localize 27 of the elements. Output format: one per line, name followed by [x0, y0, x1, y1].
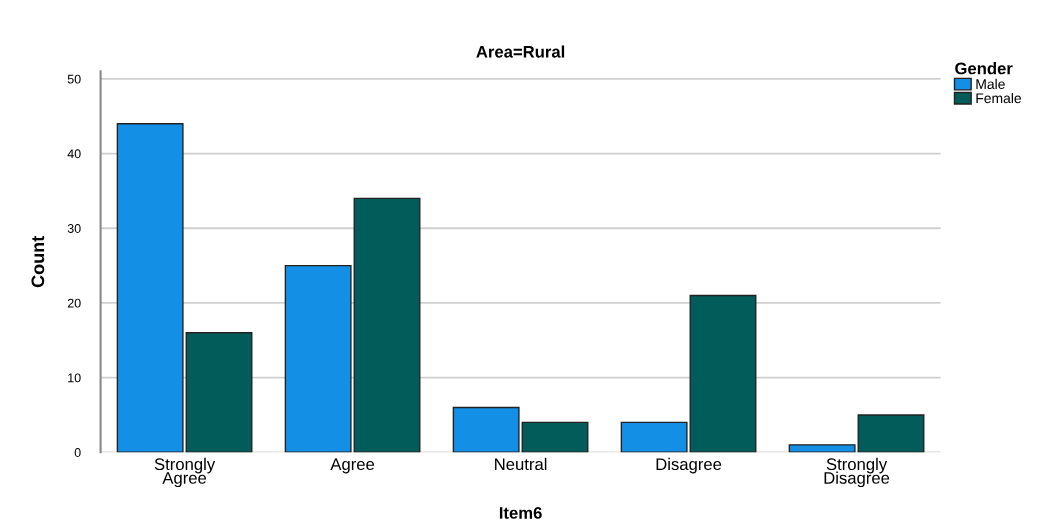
bar: [857, 414, 925, 453]
bar: [452, 406, 520, 453]
chart-title: Area=Rural: [476, 45, 565, 58]
bar: [689, 294, 757, 453]
y-axis-title: Count: [31, 236, 45, 288]
y-tick-label: 30: [67, 224, 81, 233]
y-tick-label: 20: [67, 298, 81, 308]
x-axis-title: Item6: [499, 507, 542, 519]
legend-label: Female: [976, 92, 1022, 104]
y-tick-label: 10: [68, 373, 81, 383]
x-tick-label: Agree: [330, 458, 375, 474]
x-tick-label: Strongly Agree: [154, 457, 216, 488]
bar: [620, 421, 688, 453]
legend-label: Male: [976, 78, 1005, 90]
bar: [116, 122, 184, 453]
bar: [353, 197, 421, 453]
y-tick-label: 0: [74, 448, 81, 457]
x-tick-label: Strongly Disagree: [824, 457, 890, 488]
x-tick-label: Disagree: [656, 457, 722, 474]
legend-title: Gender: [955, 62, 1013, 75]
bar: [788, 444, 856, 453]
bar: [521, 421, 589, 453]
bar: [185, 332, 253, 453]
bar: [284, 264, 352, 453]
x-tick-label: Neutral: [495, 457, 547, 471]
y-tick-label: 40: [67, 149, 81, 159]
y-tick-label: 50: [67, 74, 81, 84]
